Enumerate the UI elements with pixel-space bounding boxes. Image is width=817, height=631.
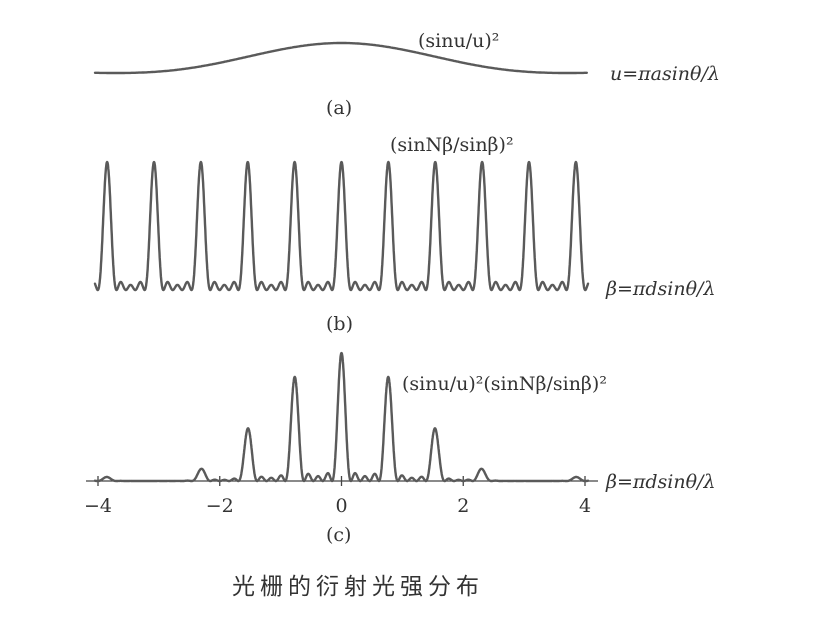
figure-caption: 光栅的衍射光强分布 [232, 574, 484, 600]
panel-b-x-variable: β=πdsinθ/λ [605, 278, 716, 300]
panel-c-tick-label: 0 [335, 495, 347, 517]
panel-c-ticks: −4 −2 0 2 4 [84, 476, 591, 517]
panel-a-x-variable: u=πasinθ/λ [610, 63, 720, 85]
panel-c-label: (c) [326, 524, 351, 546]
panel-b-interference-curve [93, 160, 590, 292]
panel-c-formula: (sinu/u)²(sinNβ/sinβ)² [402, 373, 607, 395]
panel-b: (sinNβ/sinβ)² β=πdsinθ/λ (b) [93, 134, 716, 335]
panel-c-tick-label: −4 [84, 495, 112, 517]
panel-c-tick-label: −2 [206, 495, 234, 517]
panel-c: −4 −2 0 2 4 (sinu/u)²(sinNβ/sinβ)² β=πdsinθ/… [84, 351, 716, 546]
panel-c-x-variable: β=πdsinθ/λ [605, 471, 716, 493]
panel-c-tick-label: 4 [579, 495, 591, 517]
panel-a: (sinu/u)² u=πasinθ/λ (a) [93, 30, 720, 119]
panel-a-envelope-curve [93, 41, 588, 75]
panel-c-diffraction-curve [93, 351, 590, 483]
panel-b-formula: (sinNβ/sinβ)² [390, 134, 514, 156]
panel-a-label: (a) [326, 97, 352, 119]
panel-c-tick-label: 2 [457, 495, 469, 517]
panel-b-label: (b) [326, 313, 353, 335]
panel-a-formula: (sinu/u)² [418, 30, 499, 52]
